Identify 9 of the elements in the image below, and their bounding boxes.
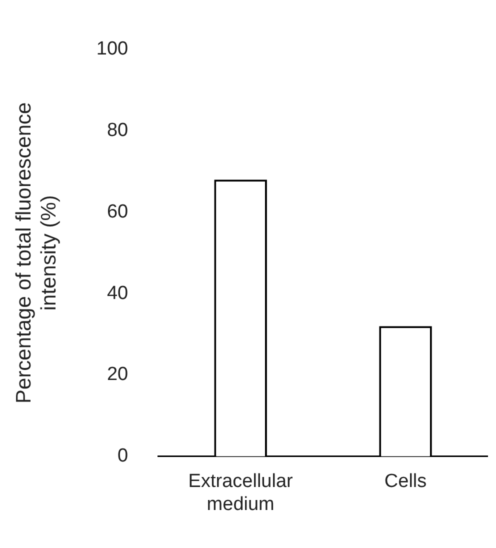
y-axis-title: Percentage of total fluorescence intensity (%) [12, 102, 61, 404]
y-tick-label: 60 [106, 201, 128, 222]
y-tick-label: 80 [106, 120, 128, 142]
y-tick-label: 100 [96, 38, 128, 60]
y-tick-label: 40 [106, 282, 128, 304]
x-tick-label: Cells [384, 471, 427, 492]
x-tick-label: Extracellular medium [188, 471, 294, 515]
y-tick-label: 0 [118, 446, 128, 467]
y-tick-label: 20 [106, 364, 128, 386]
